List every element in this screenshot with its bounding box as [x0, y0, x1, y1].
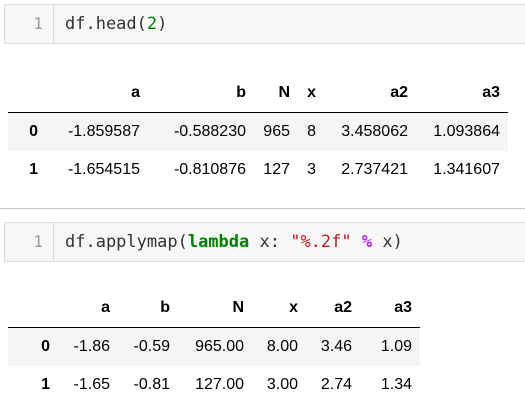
code-text: x: [249, 232, 291, 252]
table-cell: -0.81 [133, 376, 170, 393]
table-cell: 127.00 [195, 376, 244, 393]
line-number: 1 [5, 223, 54, 261]
dataframe-output-head: a b N x a2 a3 0 -1.859587 -0.588230 965 … [8, 74, 508, 189]
index-header [8, 289, 58, 328]
code-line[interactable]: df.applymap(lambda x: "%.2f" % x) [65, 223, 403, 261]
table-header-row: a b N x a2 a3 [8, 289, 420, 328]
column-header: a [46, 74, 148, 113]
code-number: 2 [146, 14, 158, 34]
column-header: a2 [306, 289, 360, 328]
table-cell: -1.654515 [67, 161, 140, 178]
code-operator: % [361, 232, 373, 252]
column-header: a3 [360, 289, 420, 328]
code-line[interactable]: df.head(2) [65, 5, 167, 43]
row-index: 1 [29, 161, 38, 178]
table-cell: 1.34 [380, 376, 412, 393]
table-cell: 3.458062 [341, 123, 408, 140]
table-cell: 965 [263, 123, 290, 140]
table-cell: 127 [263, 161, 290, 178]
dataframe-output-applymap: a b N x a2 a3 0 -1.86 -0.59 965.00 8.00 … [8, 289, 420, 404]
table-cell: 1.093864 [433, 123, 500, 140]
column-header: N [254, 74, 298, 113]
column-header: a2 [324, 74, 416, 113]
index-header [8, 74, 46, 113]
table-row: 0 -1.86 -0.59 965.00 8.00 3.46 1.09 [8, 327, 420, 366]
code-text: x) [372, 232, 403, 252]
table-cell: -1.65 [73, 376, 110, 393]
table-cell: 8 [307, 123, 316, 140]
column-header: b [148, 74, 254, 113]
table-row: 1 -1.654515 -0.810876 127 3 2.737421 1.3… [8, 151, 508, 189]
row-index: 0 [41, 338, 50, 355]
table-cell: 1.09 [380, 338, 412, 355]
table-cell: -0.810876 [173, 161, 246, 178]
line-number: 1 [5, 5, 54, 43]
table-cell: -0.59 [133, 338, 170, 355]
code-text [352, 232, 362, 252]
table-cell: -0.588230 [173, 123, 246, 140]
table-row: 1 -1.65 -0.81 127.00 3.00 2.74 1.34 [8, 366, 420, 404]
code-text: df.applymap( [65, 232, 188, 252]
table-cell: 2.74 [320, 376, 352, 393]
table-cell: 3.46 [320, 338, 352, 355]
row-index: 0 [29, 123, 38, 140]
table-cell: 3.00 [266, 376, 298, 393]
code-cell-applymap[interactable]: 1 df.applymap(lambda x: "%.2f" % x) [4, 222, 525, 262]
table-cell: 8.00 [266, 338, 298, 355]
code-keyword: lambda [187, 232, 250, 252]
column-header: N [178, 289, 252, 328]
cell-divider [0, 208, 525, 209]
code-text: ) [157, 14, 168, 34]
code-text: df.head( [65, 14, 147, 34]
row-index: 1 [41, 376, 50, 393]
column-header: x [252, 289, 306, 328]
table-cell: 2.737421 [341, 161, 408, 178]
column-header: a [58, 289, 118, 328]
code-string: "%.2f" [290, 232, 352, 252]
table-cell: 3 [307, 161, 316, 178]
table-cell: -1.86 [73, 338, 110, 355]
table-cell: -1.859587 [67, 123, 140, 140]
column-header: x [298, 74, 324, 113]
table-cell: 965.00 [195, 338, 244, 355]
table-header-row: a b N x a2 a3 [8, 74, 508, 113]
table-row: 0 -1.859587 -0.588230 965 8 3.458062 1.0… [8, 112, 508, 151]
table-cell: 1.341607 [433, 161, 500, 178]
column-header: b [118, 289, 178, 328]
column-header: a3 [416, 74, 508, 113]
code-cell-head[interactable]: 1 df.head(2) [4, 4, 525, 44]
